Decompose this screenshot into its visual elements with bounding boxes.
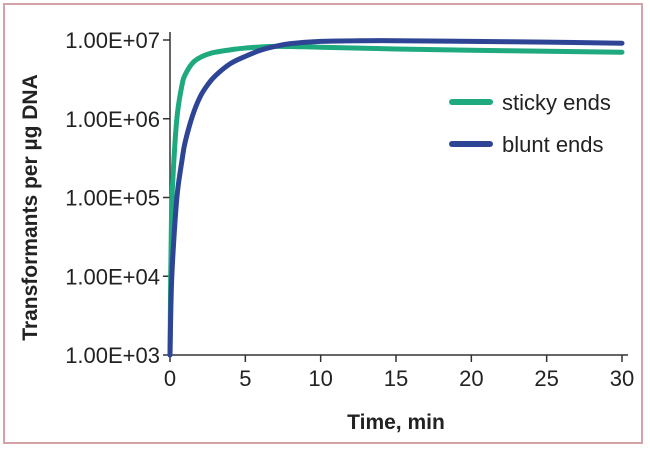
- y-tick-label: 1.00E+05: [65, 186, 160, 211]
- series-group: [167, 38, 625, 358]
- y-tick-label: 1.00E+03: [65, 343, 160, 368]
- x-tick-label: 15: [384, 366, 408, 391]
- chart-frame: [3, 3, 643, 444]
- legend-label: blunt ends: [502, 132, 604, 157]
- y-tick-label: 1.00E+06: [65, 107, 160, 132]
- y-tick-label: 1.00E+04: [65, 264, 160, 289]
- x-axis-title: Time, min: [347, 411, 445, 434]
- legend: sticky ends blunt ends: [449, 90, 611, 157]
- x-tick-label: 10: [308, 366, 332, 391]
- x-tick-label: 5: [239, 366, 251, 391]
- legend-label: sticky ends: [502, 90, 611, 115]
- x-tick-label: 30: [610, 366, 634, 391]
- x-tick-label: 25: [534, 366, 558, 391]
- y-tick-label: 1.00E+07: [65, 28, 160, 53]
- series-line-blunt-ends: [167, 38, 625, 358]
- x-ticks: 0 5 10 15 20 25 30: [164, 355, 634, 391]
- y-axis-title: Transformants per µg DNA: [19, 74, 42, 340]
- x-tick-label: 20: [459, 366, 483, 391]
- series-line-sticky-ends: [167, 43, 625, 358]
- axes: [169, 32, 628, 356]
- y-ticks: 1.00E+03 1.00E+04 1.00E+05 1.00E+06 1.00E+07: [65, 28, 170, 368]
- x-tick-label: 0: [164, 366, 176, 391]
